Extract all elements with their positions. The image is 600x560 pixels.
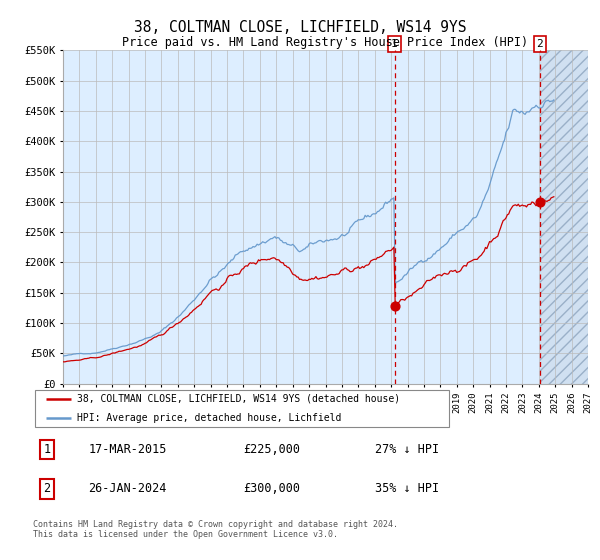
Bar <box>540 50 588 384</box>
Text: Contains HM Land Registry data © Crown copyright and database right 2024.
This d: Contains HM Land Registry data © Crown c… <box>33 520 398 539</box>
Text: 26-JAN-2024: 26-JAN-2024 <box>88 482 167 496</box>
Text: £300,000: £300,000 <box>243 482 300 496</box>
Text: 2: 2 <box>536 39 544 49</box>
Text: 17-MAR-2015: 17-MAR-2015 <box>88 443 167 456</box>
Text: 38, COLTMAN CLOSE, LICHFIELD, WS14 9YS: 38, COLTMAN CLOSE, LICHFIELD, WS14 9YS <box>134 20 466 35</box>
Text: 2: 2 <box>43 482 50 496</box>
Bar <box>540 50 588 384</box>
FancyBboxPatch shape <box>35 390 449 427</box>
Text: 35% ↓ HPI: 35% ↓ HPI <box>375 482 439 496</box>
Text: 38, COLTMAN CLOSE, LICHFIELD, WS14 9YS (detached house): 38, COLTMAN CLOSE, LICHFIELD, WS14 9YS (… <box>77 394 400 404</box>
Point <box>535 197 545 206</box>
Text: 1: 1 <box>43 443 50 456</box>
Text: 27% ↓ HPI: 27% ↓ HPI <box>375 443 439 456</box>
Text: £225,000: £225,000 <box>243 443 300 456</box>
Title: Price paid vs. HM Land Registry's House Price Index (HPI): Price paid vs. HM Land Registry's House … <box>122 36 529 49</box>
Text: 1: 1 <box>391 39 398 49</box>
Point <box>390 302 400 311</box>
Text: HPI: Average price, detached house, Lichfield: HPI: Average price, detached house, Lich… <box>77 413 341 423</box>
